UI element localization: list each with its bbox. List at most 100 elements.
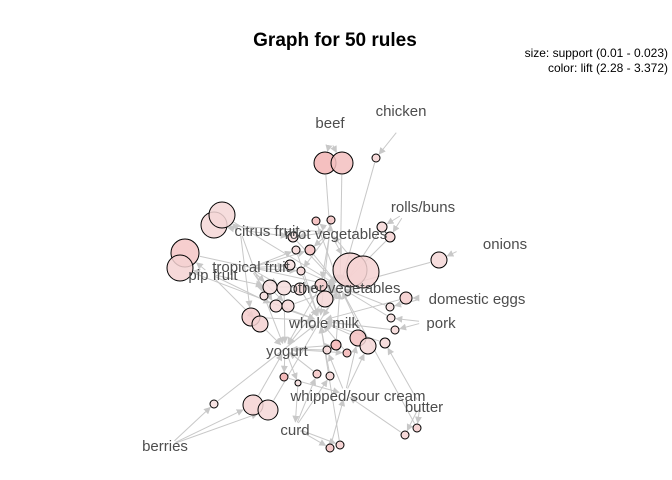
edge-berries-to-rule	[175, 409, 244, 443]
edge-berries-to-rule	[174, 406, 211, 442]
edge-rule-to-milk	[260, 316, 315, 324]
item-label-rolls-buns: rolls/buns	[391, 199, 455, 216]
rule-node	[371, 153, 381, 163]
item-label-other-vegetables: other vegetables	[290, 280, 401, 297]
edge-butter-to-rule	[387, 347, 418, 401]
edge-root-to-rule	[298, 231, 325, 239]
edge-curd-to-rule	[300, 429, 336, 445]
edge-onions-to-rule	[446, 250, 457, 257]
edge-rule-to-whipped	[349, 396, 402, 433]
edge-butter-to-rule	[406, 410, 418, 432]
edge-rule-to-yogurt	[290, 345, 323, 353]
edge-rule-to-milk	[318, 326, 340, 441]
edge-chicken-to-rule	[378, 132, 397, 155]
rule-node	[312, 369, 322, 379]
edge-citrus-to-rule	[227, 225, 235, 233]
rule-node	[209, 399, 219, 409]
rule-node	[166, 254, 194, 282]
rule-node	[322, 345, 332, 355]
edge-pip-to-rule	[215, 274, 263, 288]
edge-rule-to-yogurt	[265, 300, 284, 345]
graph-title: Graph for 50 rules	[253, 30, 417, 51]
rule-node	[316, 290, 334, 308]
item-labels: beef chicken rolls/buns onions citrus fr…	[142, 103, 527, 455]
edge-curd-to-rule	[297, 379, 328, 424]
edge-rolls-to-rule	[392, 217, 403, 233]
rule-node	[208, 201, 236, 229]
rule-node	[311, 216, 321, 226]
edge-beef-to-rule	[325, 144, 333, 152]
item-label-whipped-sour-cream: whipped/sour cream	[289, 388, 425, 405]
edge-citrus-to-rule	[232, 223, 240, 231]
rule-node	[293, 282, 307, 296]
rule-node	[430, 251, 448, 269]
rule-node	[325, 371, 335, 381]
rule-node	[291, 245, 301, 255]
edge-rule-to-root	[227, 225, 325, 235]
edge-root-to-rule	[319, 223, 328, 231]
edge-tropical-to-rule	[255, 250, 292, 267]
rule-node	[326, 215, 336, 225]
item-label-onions: onions	[483, 236, 527, 253]
edge-rule-to-milk	[217, 324, 316, 402]
edge-root-to-rule	[319, 237, 330, 279]
edge-whipped-to-rule	[347, 353, 365, 389]
item-label-tropical-fruit: tropical fruit	[212, 259, 290, 276]
item-label-pip-fruit: pip fruit	[188, 267, 238, 284]
rule-node	[287, 231, 299, 243]
rule-node	[330, 151, 354, 175]
edge-yogurt-to-rule	[280, 354, 288, 373]
item-label-berries: berries	[142, 438, 188, 455]
rule-nodes	[166, 151, 448, 453]
edge-rule-to-yogurt	[266, 330, 282, 346]
rule-node	[281, 299, 295, 313]
edge-rule-to-other	[313, 254, 337, 283]
edge-rule-to-milk	[325, 318, 391, 330]
rule-node	[376, 221, 388, 233]
edge-yogurt-to-rule	[290, 342, 331, 350]
rule-node	[325, 443, 335, 453]
item-label-butter: butter	[405, 399, 443, 416]
rule-node	[384, 231, 396, 243]
edge-rule-to-yogurt	[258, 353, 283, 396]
edge-curd-to-rule	[299, 430, 327, 446]
rule-node	[276, 280, 292, 296]
item-label-root-vegetables: root vegetables	[285, 226, 388, 243]
rule-node	[399, 291, 413, 305]
item-label-beef: beef	[315, 115, 345, 132]
item-label-pork: pork	[426, 315, 456, 332]
rule-node	[342, 348, 352, 358]
edge-rule-to-yogurt	[287, 290, 319, 345]
edge-rule-to-yogurt	[288, 305, 320, 345]
rule-node	[269, 299, 283, 313]
edge-pork-to-rule	[399, 323, 420, 331]
rule-node	[304, 244, 316, 256]
item-label-curd: curd	[280, 422, 309, 439]
edge-rule-to-whipped	[330, 399, 346, 444]
edge-rule-to-other	[199, 255, 335, 288]
edge-curd-to-rule	[296, 377, 316, 423]
rule-node	[386, 313, 396, 323]
edge-rolls-to-rule	[386, 215, 401, 225]
rule-node	[335, 440, 345, 450]
edge-rule-to-milk	[192, 272, 316, 320]
edge-butter-to-rule	[414, 410, 422, 424]
rule-node	[379, 337, 391, 349]
item-label-yogurt: yogurt	[266, 343, 309, 360]
item-label-whole-milk: whole milk	[288, 315, 360, 332]
item-label-domestic-eggs: domestic eggs	[429, 291, 526, 308]
legend-color: color: lift (2.28 - 3.372)	[548, 61, 668, 75]
edge-rule-to-yogurt	[289, 352, 314, 372]
edge-citrus-to-rule	[241, 235, 264, 292]
edge-pip-to-rule	[193, 268, 205, 276]
rule-node	[294, 379, 302, 387]
rule-node	[400, 430, 410, 440]
edge-citrus-to-rule	[240, 235, 253, 308]
rule-node	[296, 266, 306, 276]
rule-node	[314, 278, 328, 292]
legend-size: size: support (0.01 - 0.023)	[525, 46, 668, 60]
rule-node	[251, 315, 269, 333]
edge-rule-to-curd	[292, 386, 300, 423]
rule-node	[257, 399, 279, 421]
rule-node	[359, 337, 377, 355]
